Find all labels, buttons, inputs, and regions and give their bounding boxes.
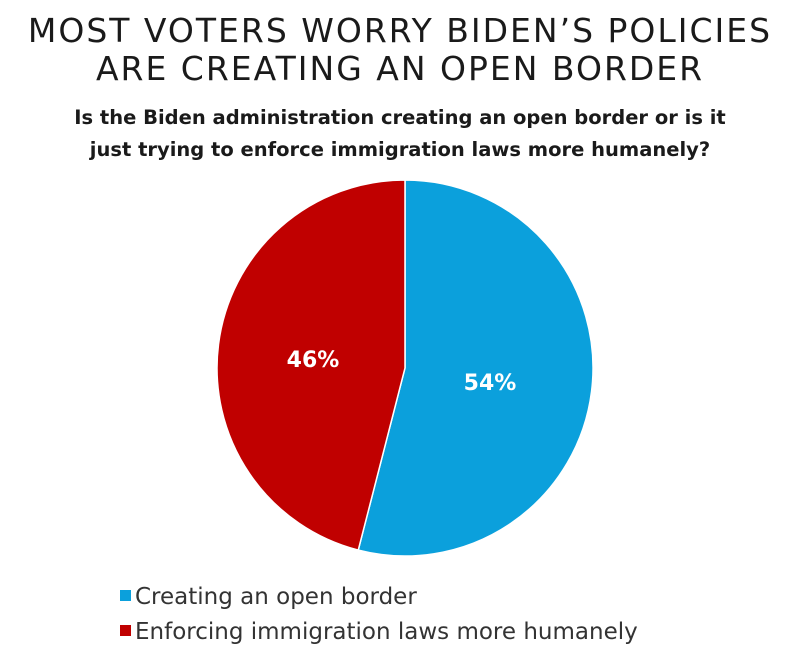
pie-slice-1 bbox=[216, 179, 406, 552]
legend-swatch-creating-open-border bbox=[120, 590, 131, 601]
pie-slices bbox=[216, 179, 594, 557]
legend: Creating an open border Enforcing immigr… bbox=[120, 584, 638, 645]
chart-title-line-2: ARE CREATING AN OPEN BORDER bbox=[96, 49, 704, 88]
slice-label-1: 46% bbox=[287, 348, 340, 373]
pie-data-labels: 54% 46% bbox=[287, 348, 517, 396]
chart-subtitle-line-2: just trying to enforce immigration laws … bbox=[89, 138, 710, 161]
chart-title-line-1: MOST VOTERS WORRY BIDEN’S POLICIES bbox=[28, 11, 772, 50]
chart-subtitle-line-1: Is the Biden administration creating an … bbox=[74, 106, 725, 129]
slice-label-0: 54% bbox=[464, 371, 517, 396]
legend-label-enforcing-laws-humanely: Enforcing immigration laws more humanely bbox=[135, 619, 638, 645]
legend-swatch-enforcing-laws-humanely bbox=[120, 625, 131, 636]
legend-label-creating-open-border: Creating an open border bbox=[135, 584, 417, 610]
pie-slice-0 bbox=[357, 179, 594, 557]
